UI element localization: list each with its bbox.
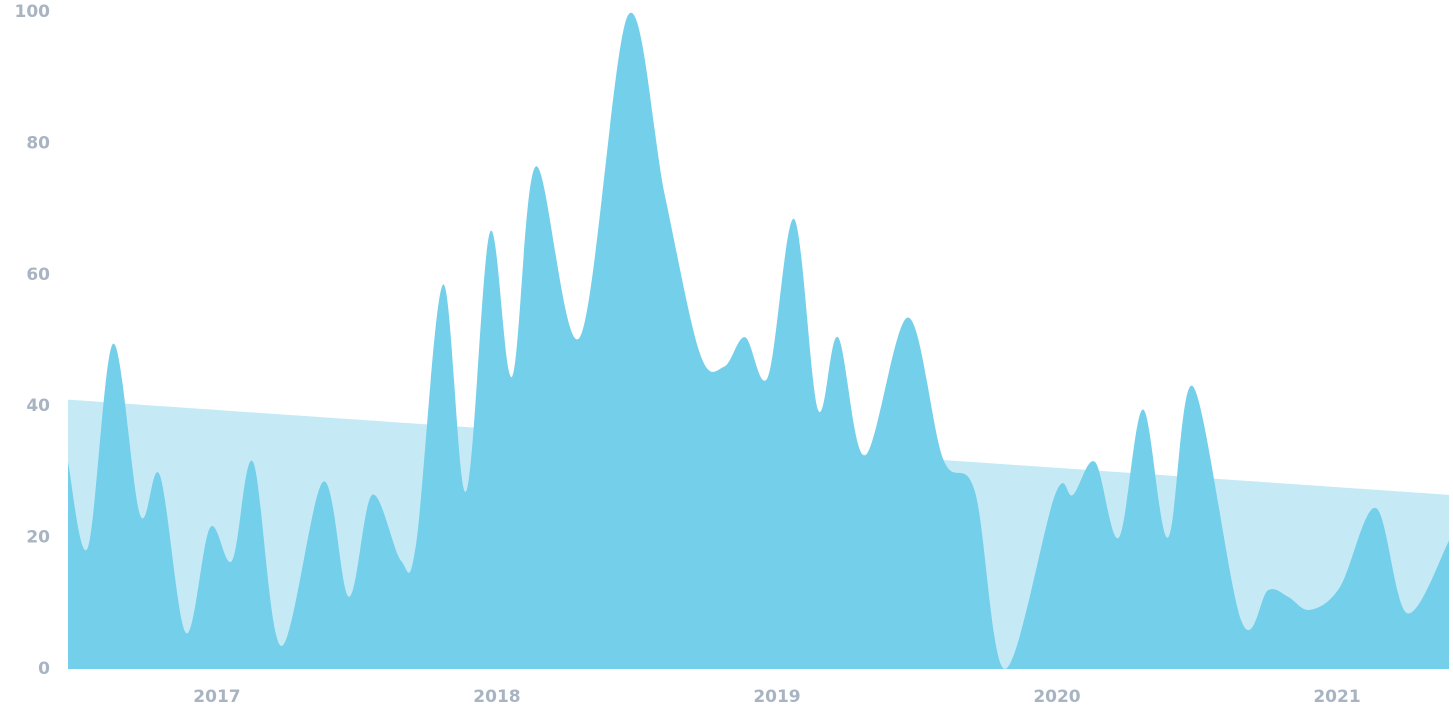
x-tick-label: 2017 <box>193 687 240 707</box>
y-tick-label: 80 <box>26 133 50 153</box>
x-tick-label: 2020 <box>1033 687 1080 707</box>
x-tick-label: 2019 <box>753 687 800 707</box>
plot-area <box>68 12 1449 669</box>
y-tick-label: 60 <box>26 265 50 285</box>
y-tick-label: 40 <box>26 396 50 416</box>
area <box>68 12 1449 669</box>
x-tick-label: 2018 <box>473 687 520 707</box>
y-tick-label: 100 <box>15 2 51 22</box>
x-tick-label: 2021 <box>1313 687 1360 707</box>
y-tick-label: 0 <box>38 659 50 679</box>
y-tick-label: 20 <box>26 528 50 548</box>
